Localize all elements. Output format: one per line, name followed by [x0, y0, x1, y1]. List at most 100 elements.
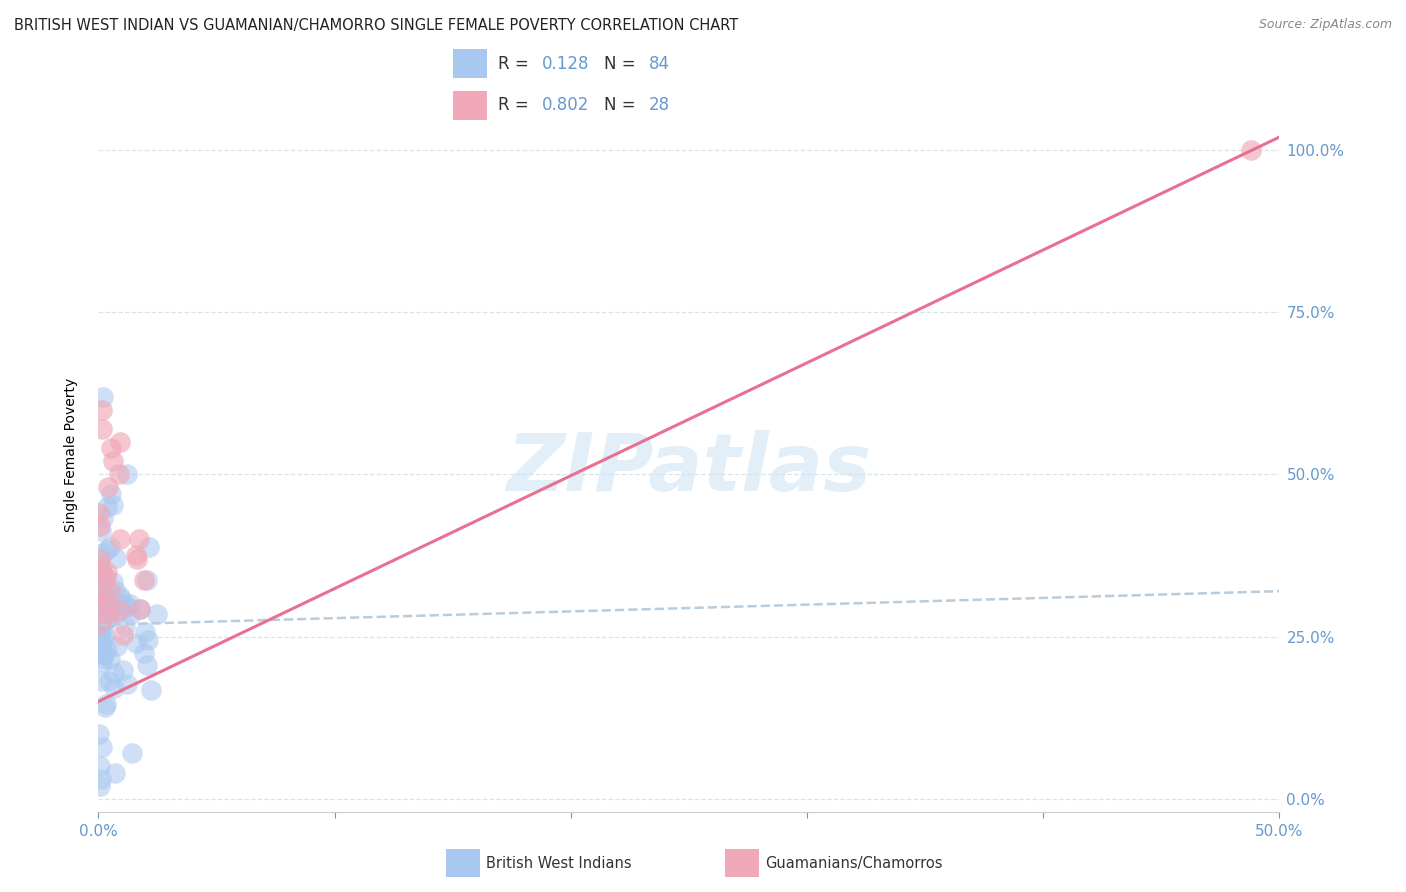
Point — [91, 402, 114, 417]
Point — [97, 597, 120, 611]
Point — [97, 480, 120, 494]
Point — [103, 599, 125, 613]
Point — [121, 747, 143, 761]
Point — [120, 597, 142, 611]
Point — [104, 765, 127, 780]
Point — [135, 658, 157, 673]
Point — [91, 632, 114, 647]
Point — [89, 593, 111, 607]
Point — [93, 620, 115, 634]
Point — [89, 759, 111, 773]
Text: R =: R = — [498, 55, 533, 73]
Point — [120, 607, 142, 622]
Point — [107, 640, 129, 654]
Point — [138, 540, 160, 554]
FancyBboxPatch shape — [453, 49, 486, 78]
Point — [125, 551, 148, 566]
Text: Source: ZipAtlas.com: Source: ZipAtlas.com — [1258, 18, 1392, 31]
Point — [94, 614, 117, 628]
Point — [90, 594, 112, 608]
Point — [89, 519, 111, 533]
Point — [98, 541, 121, 555]
Point — [96, 593, 118, 607]
Point — [105, 606, 128, 620]
Point — [89, 565, 111, 579]
Point — [91, 651, 114, 665]
Point — [98, 674, 121, 689]
Point — [97, 602, 120, 616]
Text: British West Indians: British West Indians — [486, 855, 633, 871]
Text: ZIPatlas: ZIPatlas — [506, 430, 872, 508]
Point — [93, 629, 115, 643]
Point — [90, 772, 112, 787]
Point — [125, 636, 148, 650]
Point — [91, 546, 114, 560]
Point — [108, 434, 131, 449]
Point — [89, 617, 111, 632]
FancyBboxPatch shape — [446, 849, 481, 877]
Point — [89, 624, 111, 639]
Text: 84: 84 — [648, 55, 669, 73]
Point — [96, 642, 118, 657]
Point — [103, 681, 125, 695]
Point — [94, 647, 117, 661]
FancyBboxPatch shape — [724, 849, 759, 877]
Point — [100, 442, 122, 456]
Point — [94, 698, 117, 712]
Point — [108, 589, 131, 603]
Text: 0.802: 0.802 — [541, 96, 589, 114]
Point — [96, 612, 118, 626]
Point — [90, 739, 112, 754]
Point — [89, 506, 111, 520]
Point — [108, 596, 131, 610]
Text: R =: R = — [498, 96, 533, 114]
Point — [115, 676, 138, 690]
Point — [101, 595, 124, 609]
Text: N =: N = — [605, 55, 641, 73]
Point — [93, 568, 115, 582]
Point — [125, 548, 148, 562]
Point — [89, 574, 111, 589]
Point — [97, 610, 120, 624]
Point — [89, 621, 111, 635]
Point — [115, 599, 138, 614]
Point — [100, 487, 122, 501]
Point — [108, 533, 131, 547]
Point — [94, 700, 117, 714]
Point — [89, 576, 111, 591]
Point — [89, 779, 111, 793]
Point — [89, 558, 111, 573]
Point — [134, 624, 156, 639]
Point — [136, 632, 159, 647]
Point — [89, 727, 111, 741]
Point — [91, 510, 114, 524]
Y-axis label: Single Female Poverty: Single Female Poverty — [63, 378, 77, 532]
Point — [115, 599, 138, 613]
Point — [104, 550, 127, 565]
Point — [89, 625, 111, 640]
Point — [89, 634, 111, 648]
Point — [90, 655, 112, 669]
Point — [101, 498, 124, 512]
Point — [90, 524, 112, 539]
Point — [1240, 143, 1263, 157]
Text: BRITISH WEST INDIAN VS GUAMANIAN/CHAMORRO SINGLE FEMALE POVERTY CORRELATION CHAR: BRITISH WEST INDIAN VS GUAMANIAN/CHAMORR… — [14, 18, 738, 33]
Point — [128, 601, 150, 615]
Point — [89, 628, 111, 642]
Point — [89, 613, 111, 627]
Point — [89, 584, 111, 599]
Point — [90, 561, 112, 575]
Point — [132, 646, 155, 660]
Point — [108, 467, 131, 482]
Point — [104, 583, 127, 598]
Point — [112, 628, 135, 642]
Text: 28: 28 — [648, 96, 669, 114]
Point — [134, 573, 156, 587]
Point — [115, 467, 138, 482]
Point — [100, 652, 122, 666]
Point — [89, 611, 111, 625]
Point — [98, 584, 121, 599]
Point — [128, 532, 150, 546]
Point — [108, 603, 131, 617]
Point — [101, 454, 124, 468]
